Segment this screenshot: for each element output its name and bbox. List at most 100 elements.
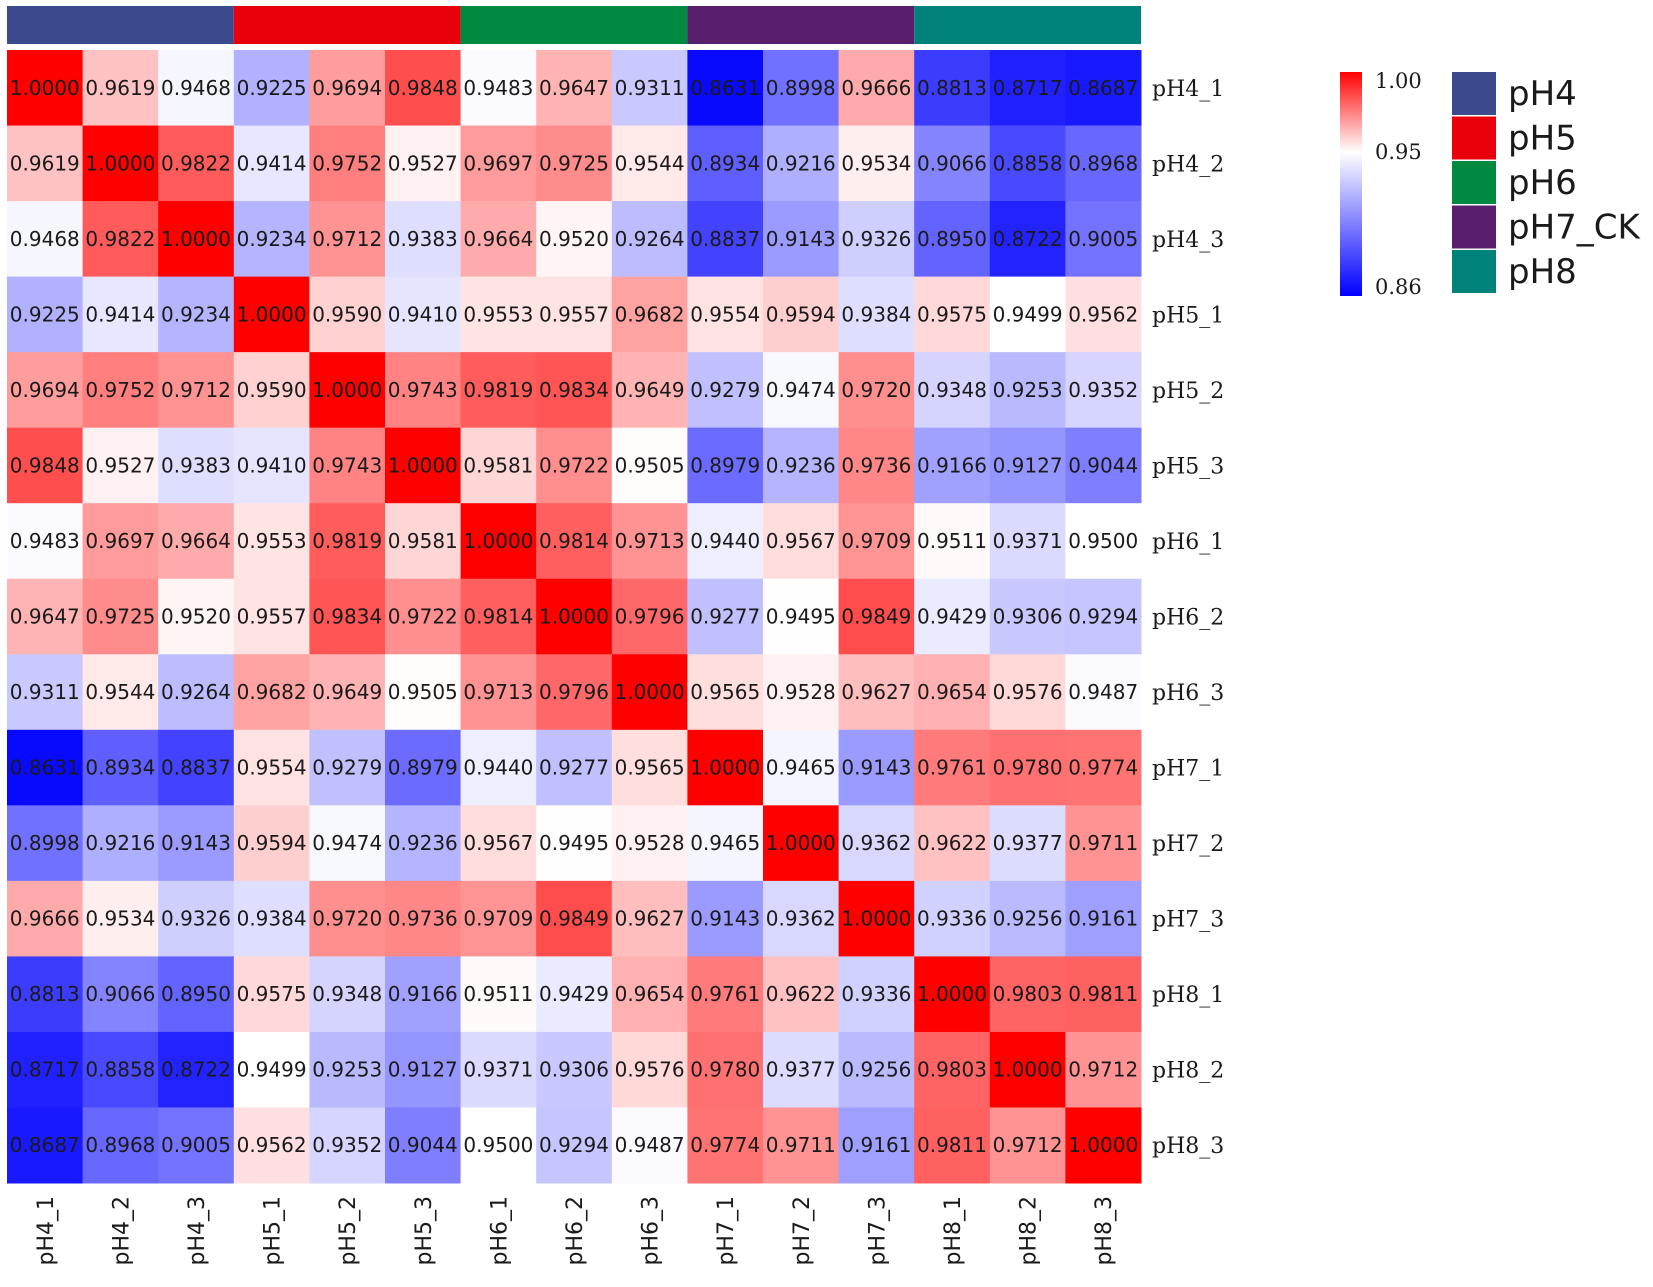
heatmap-cell	[611, 729, 688, 806]
cell-value-label: 0.9256	[993, 907, 1063, 931]
color-scale-tick-label: 0.95	[1375, 140, 1422, 164]
heatmap-cell	[536, 1031, 613, 1108]
cell-value-label: 0.9811	[1068, 982, 1138, 1006]
heatmap-cell	[82, 654, 159, 731]
column-label: pH7_1	[714, 1196, 739, 1266]
heatmap-cell	[914, 201, 991, 278]
column-label: pH4_3	[185, 1196, 210, 1266]
heatmap-cell	[233, 1107, 310, 1184]
heatmap-cell	[611, 503, 688, 580]
cell-value-label: 0.8631	[690, 76, 760, 100]
heatmap-cell	[385, 201, 462, 278]
cell-value-label: 1.0000	[690, 756, 760, 780]
cell-value-label: 0.9575	[917, 302, 987, 326]
heatmap-cell	[385, 276, 462, 353]
heatmap-cell	[309, 50, 386, 127]
cell-value-label: 0.9143	[690, 907, 760, 931]
heatmap-cell	[914, 654, 991, 731]
row-label: pH6_2	[1152, 606, 1224, 631]
heatmap-cell	[536, 880, 613, 957]
cell-value-label: 0.9326	[161, 907, 231, 931]
cell-value-label: 0.9666	[841, 76, 911, 100]
heatmap-cell	[687, 805, 764, 882]
heatmap-cell	[460, 956, 537, 1033]
heatmap-cell	[763, 1107, 840, 1184]
cell-value-label: 0.9594	[237, 831, 307, 855]
cell-value-label: 0.9005	[161, 1133, 231, 1157]
cell-value-label: 1.0000	[388, 453, 458, 477]
cell-value-label: 0.9780	[993, 756, 1063, 780]
cell-value-label: 0.9143	[766, 227, 836, 251]
cell-value-label: 0.8950	[161, 982, 231, 1006]
heatmap-cell	[989, 578, 1066, 655]
legend-swatch-pH6	[1452, 161, 1496, 204]
cell-value-label: 0.9796	[539, 680, 609, 704]
cell-value-label: 0.9236	[766, 453, 836, 477]
cell-value-label: 0.9166	[388, 982, 458, 1006]
cell-value-label: 0.9590	[237, 378, 307, 402]
cell-value-label: 0.9590	[312, 302, 382, 326]
legend-label: pH5	[1508, 119, 1577, 159]
heatmap-cell	[233, 654, 310, 731]
column-label: pH5_2	[336, 1196, 361, 1266]
cell-value-label: 0.9722	[539, 453, 609, 477]
cell-value-label: 0.9682	[237, 680, 307, 704]
heatmap-cell	[233, 427, 310, 504]
column-label: pH6_2	[563, 1196, 588, 1266]
cell-value-label: 0.8722	[161, 1058, 231, 1082]
heatmap-cell	[82, 956, 159, 1033]
cell-value-label: 0.9161	[841, 1133, 911, 1157]
heatmap-cell	[838, 50, 915, 127]
heatmap-cell	[536, 201, 613, 278]
cell-value-label: 0.9803	[993, 982, 1063, 1006]
cell-value-label: 0.8934	[85, 756, 155, 780]
cell-value-label: 0.9499	[237, 1058, 307, 1082]
heatmap-cell	[687, 125, 764, 202]
cell-value-label: 0.9534	[85, 907, 155, 931]
cell-value-label: 0.9474	[766, 378, 836, 402]
heatmap-cell	[82, 125, 159, 202]
heatmap-cell	[385, 50, 462, 127]
heatmap-cell	[233, 276, 310, 353]
heatmap-cell	[7, 956, 84, 1033]
cell-value-label: 0.9647	[10, 605, 80, 629]
heatmap-cell	[7, 201, 84, 278]
heatmap-cell	[309, 276, 386, 353]
cell-value-label: 0.9348	[312, 982, 382, 1006]
row-label: pH5_2	[1152, 379, 1224, 404]
cell-value-label: 0.9527	[388, 151, 458, 175]
cell-value-label: 0.9216	[85, 831, 155, 855]
heatmap-cell	[838, 125, 915, 202]
heatmap-cell	[158, 503, 235, 580]
heatmap-cell	[309, 578, 386, 655]
heatmap-cell	[763, 503, 840, 580]
column-label: pH7_2	[790, 1196, 815, 1266]
cell-value-label: 0.9736	[388, 907, 458, 931]
cell-value-label: 0.9697	[463, 151, 533, 175]
column-label: pH5_3	[412, 1196, 437, 1266]
heatmap-cell	[385, 427, 462, 504]
cell-value-label: 0.8722	[993, 227, 1063, 251]
heatmap-cell	[233, 201, 310, 278]
column-label: pH5_1	[261, 1196, 286, 1266]
cell-value-label: 0.9712	[1068, 1058, 1138, 1082]
heatmap-cell	[82, 805, 159, 882]
legend-label: pH8	[1508, 252, 1577, 292]
heatmap-cell	[82, 201, 159, 278]
heatmap-cell	[536, 503, 613, 580]
cell-value-label: 1.0000	[615, 680, 685, 704]
cell-value-label: 0.9225	[237, 76, 307, 100]
heatmap-cell	[611, 654, 688, 731]
cell-value-label: 1.0000	[85, 151, 155, 175]
heatmap-cell	[7, 276, 84, 353]
heatmap-cell	[838, 880, 915, 957]
cell-value-label: 0.9127	[388, 1058, 458, 1082]
cell-value-label: 0.9581	[463, 453, 533, 477]
heatmap-cell	[611, 125, 688, 202]
heatmap-cell	[687, 956, 764, 1033]
cell-value-label: 0.9277	[690, 605, 760, 629]
cell-value-label: 0.9505	[388, 680, 458, 704]
row-label: pH6_1	[1152, 530, 1224, 555]
heatmap-cell	[233, 503, 310, 580]
